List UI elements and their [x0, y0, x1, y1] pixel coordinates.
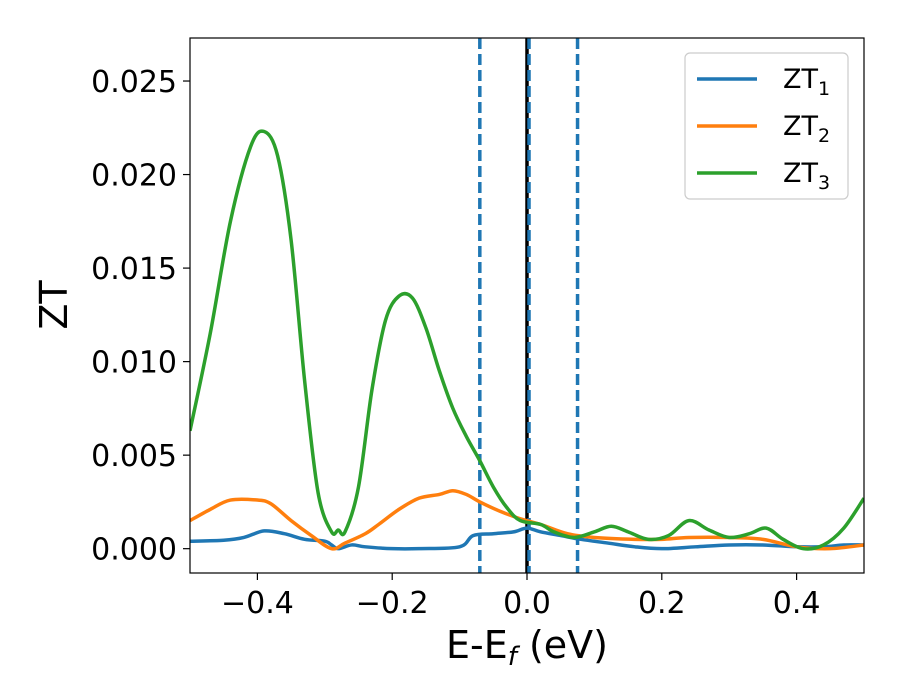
legend-label-subscript: 3 — [818, 172, 830, 194]
y-tick-label: 0.015 — [91, 252, 177, 287]
legend-label-main: ZT — [783, 64, 818, 95]
legend-entry-zt1: ZT1 — [697, 64, 830, 100]
legend-entry-zt2: ZT2 — [697, 111, 830, 147]
y-axis-label: ZT — [32, 280, 76, 330]
legend-box — [684, 52, 849, 200]
x-tick-label: 0.4 — [773, 586, 821, 621]
y-tick-label: 0.000 — [91, 533, 177, 568]
x-axis-label: E-Ef (eV) — [446, 623, 608, 672]
y-axis-ticks: 0.000 0.005 0.010 0.015 0.020 0.025 — [91, 65, 190, 568]
legend-label-main: ZT — [783, 111, 818, 142]
x-axis-label-unit: (eV) — [517, 623, 608, 667]
y-tick-label: 0.020 — [91, 159, 177, 194]
series-lines — [190, 129, 864, 551]
series-line-zt1 — [190, 526, 864, 551]
x-tick-label: 0.2 — [638, 586, 686, 621]
y-tick-label: 0.025 — [91, 65, 177, 100]
x-tick-label: −0.4 — [221, 586, 294, 621]
y-tick-label: 0.010 — [91, 346, 177, 381]
series-line-zt3 — [190, 129, 864, 551]
series-line-zt2 — [190, 488, 864, 551]
x-tick-label: −0.2 — [356, 586, 429, 621]
legend-entry-zt3: ZT3 — [697, 158, 830, 194]
legend-label: ZT1 — [783, 64, 830, 100]
legend-label-subscript: 2 — [818, 125, 830, 147]
y-tick-label: 0.005 — [91, 439, 177, 474]
reference-lines — [478, 38, 580, 573]
legend-label: ZT2 — [783, 111, 830, 147]
x-axis-ticks: −0.4 −0.2 0.0 0.2 0.4 — [221, 573, 820, 621]
legend-label-main: ZT — [783, 158, 818, 189]
legend-label: ZT3 — [783, 158, 830, 194]
x-tick-label: 0.0 — [503, 586, 551, 621]
legend-label-subscript: 1 — [818, 78, 830, 100]
